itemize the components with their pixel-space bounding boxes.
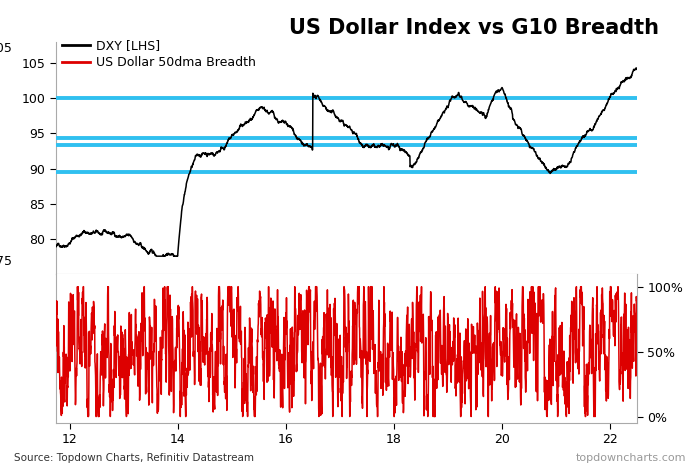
Legend: DXY [LHS], US Dollar 50dma Breadth: DXY [LHS], US Dollar 50dma Breadth bbox=[62, 39, 256, 69]
Text: 105: 105 bbox=[0, 42, 13, 55]
Text: topdowncharts.com: topdowncharts.com bbox=[575, 453, 686, 463]
Title: US Dollar Index vs G10 Breadth: US Dollar Index vs G10 Breadth bbox=[289, 18, 659, 38]
Text: Source: Topdown Charts, Refinitiv Datastream: Source: Topdown Charts, Refinitiv Datast… bbox=[14, 453, 254, 463]
Text: 75: 75 bbox=[0, 255, 13, 268]
